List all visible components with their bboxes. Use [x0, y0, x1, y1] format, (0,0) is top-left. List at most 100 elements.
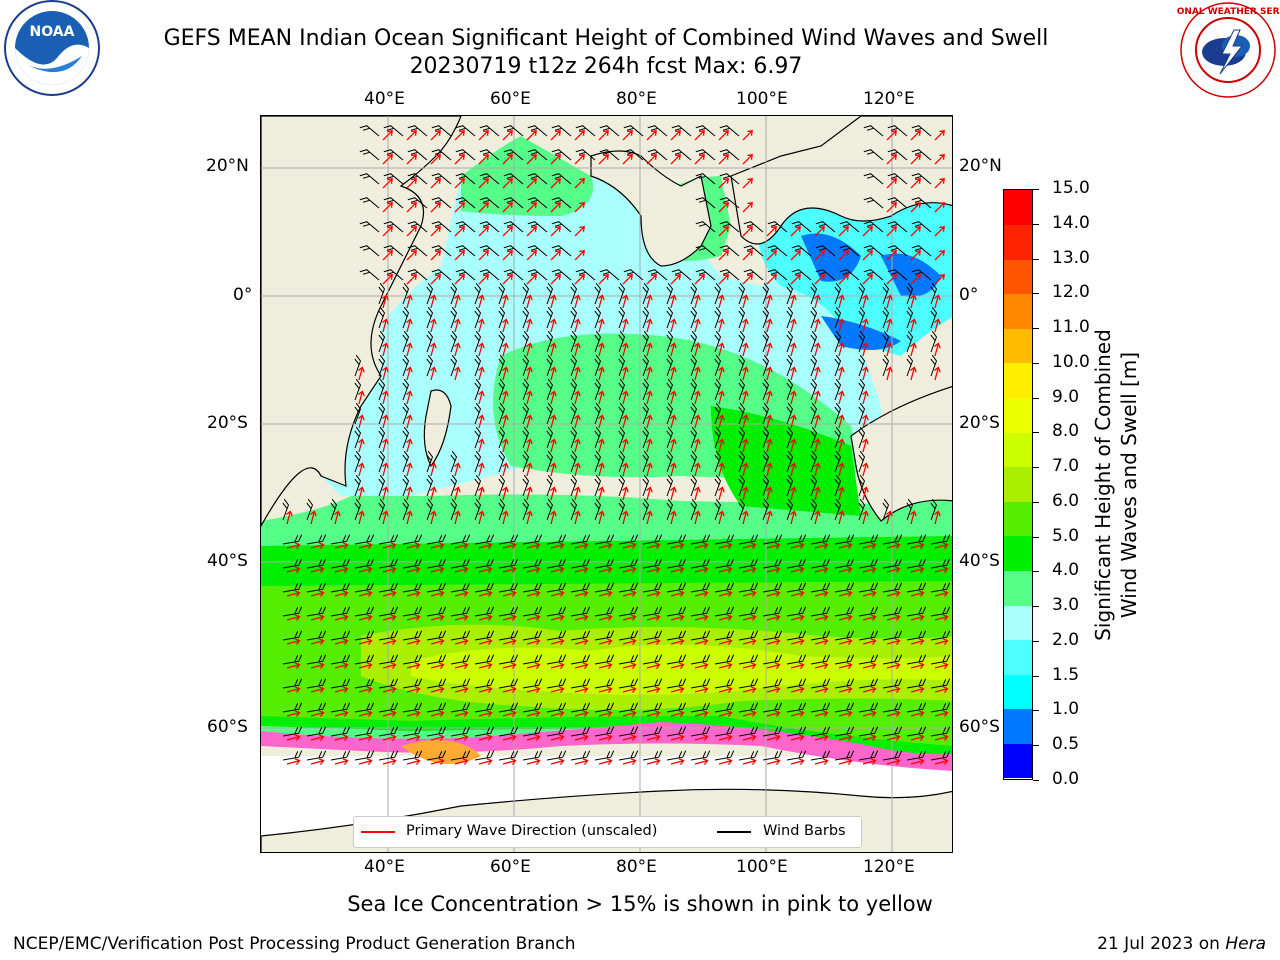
colorbar-segment — [1004, 190, 1032, 226]
wind-barb — [522, 726, 543, 737]
wave-arrow — [358, 686, 373, 693]
wind-barb — [455, 245, 476, 257]
wind-barb — [834, 498, 842, 521]
wave-arrow — [886, 734, 901, 741]
wind-barb — [618, 354, 626, 377]
wind-barb — [690, 354, 698, 377]
wind-barb — [666, 498, 674, 521]
colorbar-segment — [1004, 397, 1032, 433]
wave-arrow — [694, 590, 709, 597]
wave-arrow — [358, 542, 373, 549]
wave-arrow — [646, 318, 653, 333]
wind-barb — [834, 558, 855, 569]
wave-arrow — [286, 686, 301, 693]
wind-barb — [863, 173, 884, 185]
wind-barb — [330, 534, 351, 545]
wave-arrow — [694, 366, 701, 381]
wave-arrow — [838, 686, 853, 693]
wave-arrow — [814, 734, 829, 741]
wind-barb — [546, 306, 554, 329]
wave-arrow — [478, 614, 493, 621]
wave-arrow — [430, 486, 437, 501]
wind-barb — [378, 402, 386, 425]
wave-arrow — [862, 438, 869, 453]
wind-barb — [858, 558, 879, 569]
wind-barb — [402, 498, 410, 521]
wind-barb — [551, 221, 572, 233]
wave-arrow — [694, 274, 705, 285]
wave-arrow — [598, 710, 613, 717]
wave-arrow — [694, 542, 709, 549]
wave-arrow — [766, 274, 777, 285]
wind-barb — [618, 450, 626, 473]
wind-barb — [570, 450, 578, 473]
wave-arrow — [574, 318, 581, 333]
wind-barb — [522, 378, 530, 401]
wave-arrow — [454, 686, 469, 693]
wave-arrow — [910, 294, 917, 309]
wave-arrow — [430, 686, 445, 693]
wind-barb — [546, 534, 567, 545]
wind-barb — [642, 606, 663, 617]
wind-barb — [618, 402, 626, 425]
wave-arrow — [334, 614, 349, 621]
wind-barb — [455, 149, 476, 161]
wind-barb — [671, 149, 692, 161]
wind-barb — [906, 354, 914, 377]
wave-arrow — [550, 294, 557, 309]
wind-barb — [402, 426, 410, 449]
wave-arrow — [910, 250, 921, 261]
wave-arrow — [526, 414, 533, 429]
wind-barb — [474, 606, 495, 617]
wind-barb — [618, 306, 626, 329]
wave-arrow — [358, 390, 365, 405]
wind-barb — [738, 534, 759, 545]
wind-barb — [911, 245, 932, 257]
wave-arrow — [454, 250, 465, 261]
wave-arrow — [406, 566, 421, 573]
wind-barb — [383, 173, 404, 185]
wave-arrow — [382, 462, 389, 477]
wind-barb — [402, 402, 410, 425]
wind-barb — [906, 726, 927, 737]
wave-arrow — [814, 318, 821, 333]
wind-barb — [282, 558, 303, 569]
wind-barb — [378, 450, 386, 473]
wave-arrow — [646, 390, 653, 405]
wind-barb — [882, 582, 903, 593]
wave-arrow — [862, 274, 873, 285]
wave-arrow — [550, 178, 561, 189]
wind-barb — [522, 402, 530, 425]
wind-barb — [858, 306, 866, 329]
wave-arrow — [526, 226, 537, 237]
wind-barb — [503, 173, 524, 185]
wave-arrow — [406, 638, 421, 645]
wind-barb — [378, 582, 399, 593]
wind-barb — [714, 630, 735, 641]
wave-arrow — [646, 438, 653, 453]
wave-arrow — [406, 178, 417, 189]
wind-barb — [522, 750, 543, 761]
wind-barb — [786, 474, 794, 497]
wind-barb — [834, 750, 855, 761]
wave-arrow — [934, 662, 949, 669]
wave-arrow — [622, 758, 637, 765]
wave-arrow — [790, 366, 797, 381]
wave-arrow — [310, 710, 325, 717]
wave-arrow — [838, 226, 849, 237]
wave-arrow — [574, 250, 585, 261]
wind-barb — [738, 474, 746, 497]
wave-arrow — [790, 566, 805, 573]
wave-arrow — [646, 590, 661, 597]
wave-arrow — [430, 366, 437, 381]
wind-barb — [570, 498, 578, 521]
wave-arrow — [814, 542, 829, 549]
wind-barb — [863, 269, 884, 281]
wind-barb — [570, 558, 591, 569]
wind-barb — [618, 630, 639, 641]
wave-arrow — [550, 202, 561, 213]
wind-barb — [834, 330, 842, 353]
wind-barb — [695, 173, 716, 185]
wind-barb — [330, 558, 351, 569]
wind-barb — [642, 750, 663, 761]
